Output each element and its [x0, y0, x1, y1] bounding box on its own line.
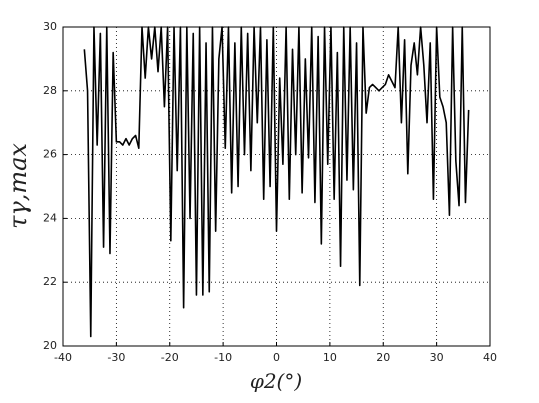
data-line [83, 26, 470, 338]
x-tick-label: 10 [323, 351, 337, 364]
x-axis-label: φ2(°) [250, 369, 302, 393]
y-tick-label: 30 [43, 20, 57, 33]
y-tick-label: 24 [43, 211, 57, 224]
x-tick-label: 20 [376, 351, 390, 364]
x-tick-label: 40 [483, 351, 497, 364]
x-tick-label: 30 [430, 351, 444, 364]
y-tick-label: 22 [43, 275, 57, 288]
y-axis-label: τγ,max [4, 143, 32, 229]
y-tick-label: 28 [43, 84, 57, 97]
x-tick-label: -30 [107, 351, 125, 364]
x-tick-label: -20 [161, 351, 179, 364]
plot-frame [62, 26, 491, 347]
y-tick-label: 26 [43, 148, 57, 161]
x-tick-label: -40 [54, 351, 72, 364]
x-tick-label: 0 [273, 351, 280, 364]
y-tick-label: 20 [43, 339, 57, 352]
x-tick-label: -10 [214, 351, 232, 364]
